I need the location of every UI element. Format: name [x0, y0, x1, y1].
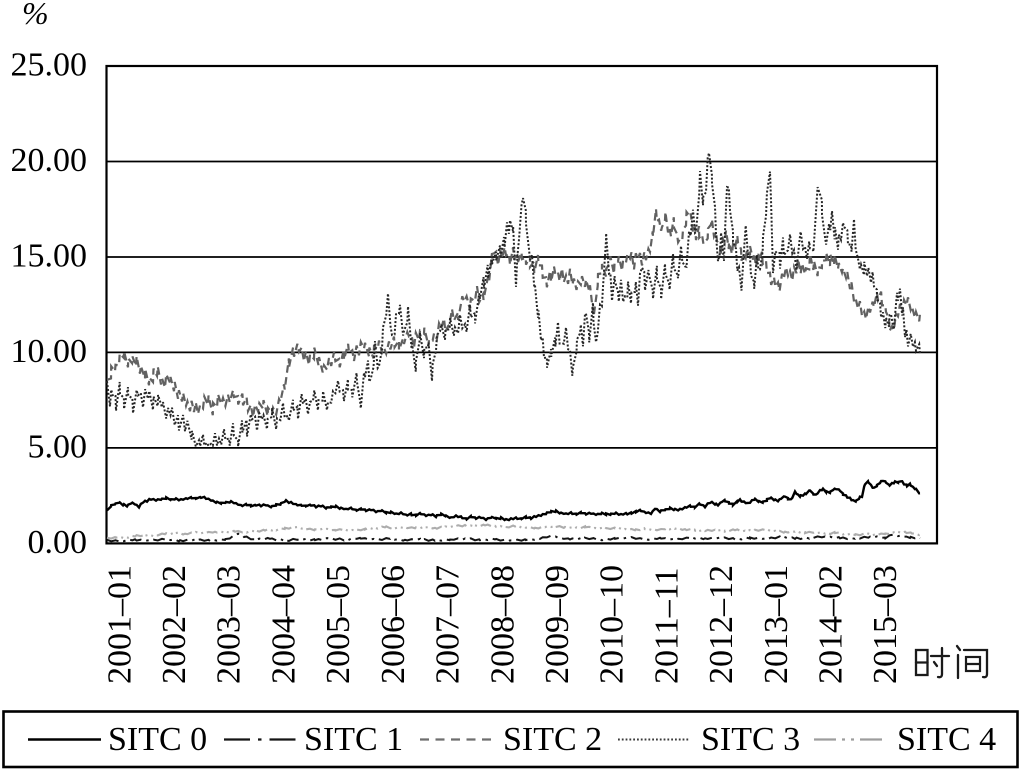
svg-text:2004–04: 2004–04 — [265, 565, 302, 684]
svg-text:2011–11: 2011–11 — [648, 568, 685, 684]
svg-text:SITC 3: SITC 3 — [701, 721, 800, 758]
svg-text:2012–12: 2012–12 — [703, 565, 740, 684]
svg-text:10.00: 10.00 — [11, 333, 88, 370]
svg-text:2015–03: 2015–03 — [867, 565, 904, 684]
svg-text:0.00: 0.00 — [28, 524, 88, 561]
svg-text:5.00: 5.00 — [28, 428, 88, 465]
svg-text:25.00: 25.00 — [11, 47, 88, 84]
svg-text:SITC 4: SITC 4 — [897, 721, 996, 758]
svg-text:2014–02: 2014–02 — [813, 565, 850, 684]
svg-text:2008–08: 2008–08 — [484, 565, 521, 684]
svg-text:2010–10: 2010–10 — [594, 565, 631, 684]
svg-text:2002–02: 2002–02 — [156, 565, 193, 684]
svg-text:SITC 1: SITC 1 — [304, 721, 403, 758]
svg-text:2005–05: 2005–05 — [320, 565, 357, 684]
svg-text:2013–01: 2013–01 — [758, 565, 795, 684]
svg-text:SITC 0: SITC 0 — [108, 721, 207, 758]
svg-text:%: % — [22, 0, 49, 31]
svg-text:2007–07: 2007–07 — [430, 565, 467, 684]
svg-text:20.00: 20.00 — [11, 142, 88, 179]
svg-text:15.00: 15.00 — [11, 238, 88, 275]
svg-text:SITC 2: SITC 2 — [503, 721, 602, 758]
svg-text:2009–09: 2009–09 — [539, 565, 576, 684]
svg-text:2001–01: 2001–01 — [101, 565, 138, 684]
svg-text:2006–06: 2006–06 — [375, 565, 412, 684]
svg-text:2003–03: 2003–03 — [211, 565, 248, 684]
